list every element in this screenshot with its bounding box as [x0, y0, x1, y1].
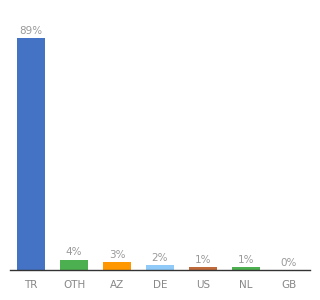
Text: 89%: 89% [20, 26, 43, 36]
Bar [17, 38, 45, 270]
Bar [60, 260, 88, 270]
Bar [146, 265, 174, 270]
Bar [189, 267, 217, 270]
Text: 3%: 3% [109, 250, 125, 260]
Text: 2%: 2% [152, 253, 168, 263]
Text: 1%: 1% [238, 255, 254, 265]
Text: 4%: 4% [66, 248, 82, 257]
Text: 1%: 1% [195, 255, 211, 265]
Text: 0%: 0% [281, 258, 297, 268]
Bar [103, 262, 131, 270]
Bar [232, 267, 260, 270]
